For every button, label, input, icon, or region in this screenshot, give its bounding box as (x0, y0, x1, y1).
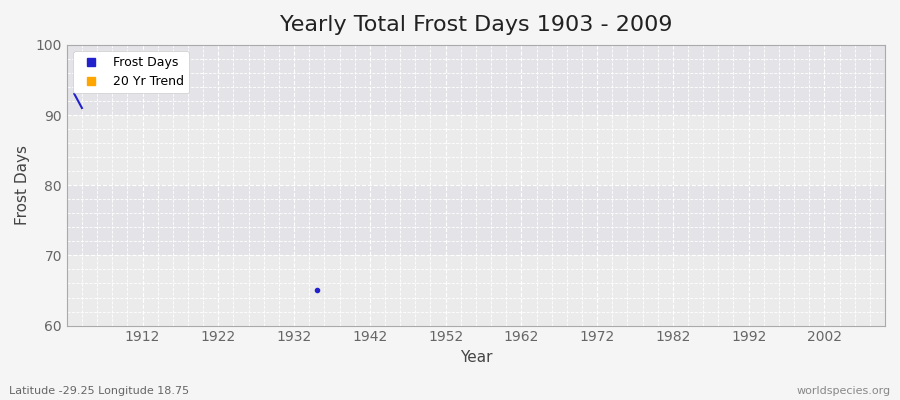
Bar (67, 115, 885, 185)
Legend: Frost Days, 20 Yr Trend: Frost Days, 20 Yr Trend (73, 51, 189, 93)
Bar (67, 185, 885, 256)
Bar (67, 45, 885, 115)
Bar (67, 256, 885, 326)
Title: Yearly Total Frost Days 1903 - 2009: Yearly Total Frost Days 1903 - 2009 (280, 15, 672, 35)
X-axis label: Year: Year (460, 350, 492, 365)
Y-axis label: Frost Days: Frost Days (15, 145, 30, 225)
Text: Latitude -29.25 Longitude 18.75: Latitude -29.25 Longitude 18.75 (9, 386, 189, 396)
Text: worldspecies.org: worldspecies.org (796, 386, 891, 396)
